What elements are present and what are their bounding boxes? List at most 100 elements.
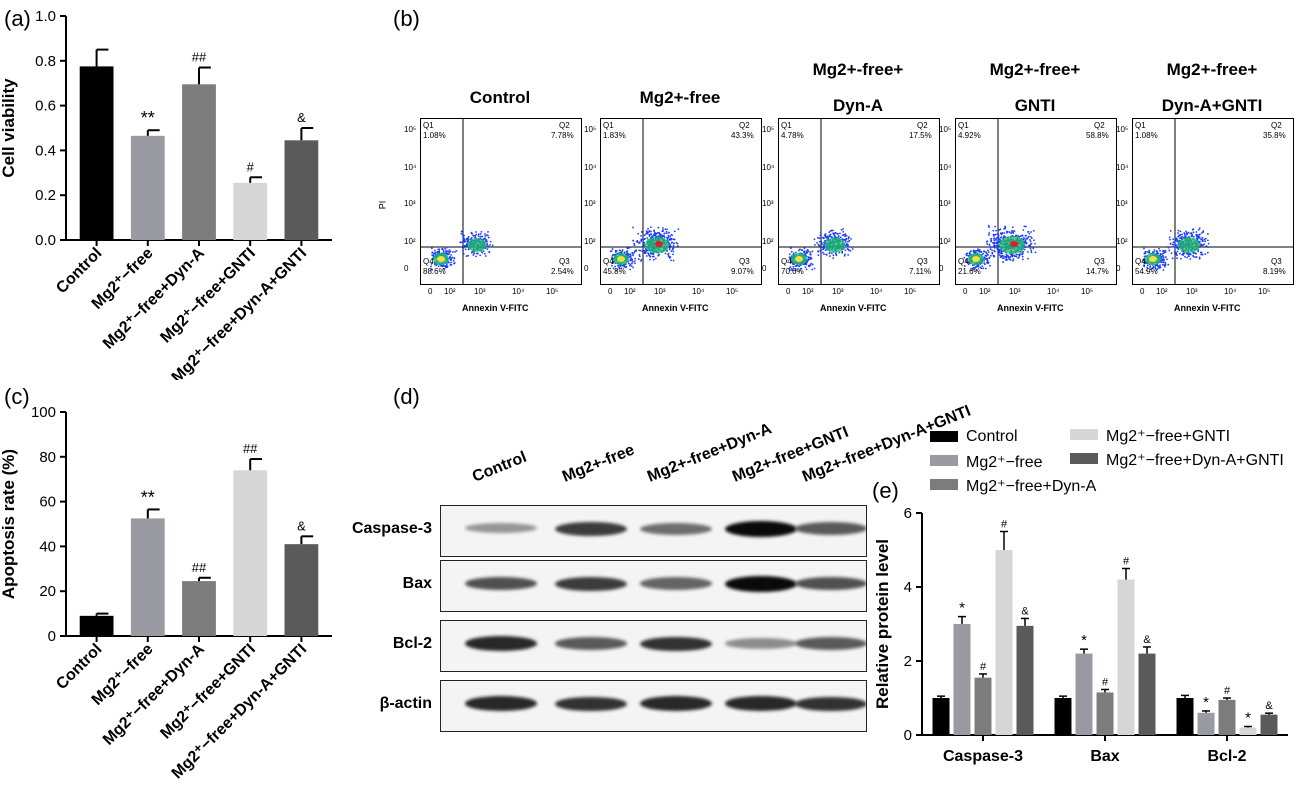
protein-label: Caspase-3 (351, 520, 432, 537)
significance-label: * (1245, 709, 1251, 726)
x-tick-label: Bax (1090, 748, 1119, 765)
protein-chart-legend: Control Mg2⁺−free Mg2⁺−free+Dyn-A Mg2⁺−free… (930, 420, 1300, 500)
legend-label: Mg2⁺−free+Dyn-A (966, 478, 1097, 495)
bar (1138, 653, 1156, 735)
flow-y-tick-label: 10⁵ (584, 125, 597, 134)
flow-x-tick-label: 10³ (832, 287, 844, 296)
flow-x-tick-label: 10² (624, 287, 636, 296)
flow-plot-title: GNTI (1014, 96, 1056, 115)
significance-label: # (247, 159, 255, 174)
quadrant-percent: 58.8% (1086, 131, 1109, 140)
flow-x-tick-label: 10³ (474, 287, 486, 296)
quadrant-name: Q3 (739, 257, 750, 266)
panel-label-e: (e) (872, 478, 899, 503)
bar (79, 615, 114, 636)
bar (182, 581, 216, 636)
y-tick-label: 60 (39, 494, 56, 511)
bar (130, 518, 165, 636)
protein-label: β-actin (379, 695, 432, 712)
protein-label: Bax (402, 575, 432, 592)
event-dots (609, 226, 680, 272)
quadrant-percent: 7.78% (551, 131, 574, 140)
flow-x-tick-label: 10⁵ (546, 287, 559, 296)
y-axis-label: Relative protein level (873, 539, 892, 709)
quadrant-percent: 14.7% (1086, 267, 1109, 276)
protein-band (795, 696, 866, 711)
protein-band (725, 696, 797, 712)
flow-plot-title: Mg2+-free+ (1166, 60, 1258, 79)
significance-label: # (1102, 676, 1109, 688)
flow-y-tick-label: 10³ (584, 199, 596, 208)
x-tick-label: Caspase-3 (943, 748, 1023, 765)
bar (974, 677, 992, 735)
flow-x-tick-label: 10² (1156, 287, 1168, 296)
protein-label: Bcl-2 (392, 635, 432, 652)
flow-x-axis-label: Annexin V-FITC (642, 303, 709, 313)
bar (1016, 625, 1034, 735)
protein-band (640, 636, 712, 651)
protein-band (640, 696, 712, 712)
flow-y-tick-label: 10² (762, 237, 774, 246)
flow-plot-title: Dyn-A+GNTI (1161, 96, 1263, 115)
legend-label: Control (966, 428, 1018, 445)
flow-y-tick-label: 0 (584, 264, 589, 273)
quadrant-percent: 1.08% (423, 131, 446, 140)
bar (284, 140, 319, 240)
flow-y-tick-label: 10³ (1116, 199, 1128, 208)
flow-x-tick-label: 10³ (1186, 287, 1198, 296)
significance-label: ## (192, 560, 207, 575)
western-blot-panel: Control Mg2+-free Mg2+-free+Dyn-A Mg2+-free… (330, 375, 973, 809)
quadrant-percent: 7.11% (909, 267, 932, 276)
protein-band (725, 576, 797, 592)
flow-y-tick-label: 10² (1116, 237, 1128, 246)
significance-label: # (980, 661, 987, 673)
quadrant-percent: 35.8% (1263, 131, 1286, 140)
flow-y-tick-label: 10³ (404, 199, 416, 208)
significance-label: & (1265, 700, 1273, 712)
legend-swatch (930, 431, 958, 442)
bar (1054, 698, 1072, 735)
flow-y-tick-label: 0 (762, 264, 767, 273)
quadrant-name: Q4 (958, 257, 969, 266)
x-tick-label: Control (53, 641, 105, 693)
y-axis-label: Apoptosis rate (%) (0, 449, 18, 599)
quadrant-name: Q4 (1135, 257, 1146, 266)
quadrant-percent: 4.78% (781, 131, 804, 140)
quadrant-name: Q2 (739, 121, 750, 130)
quadrant-percent: 9.07% (731, 267, 754, 276)
bar (233, 182, 268, 240)
protein-band (725, 637, 797, 649)
flow-plot: Q1 1.08% Q2 35.8% Q3 8.19% Q4 54.9% (1132, 118, 1294, 285)
quadrant-name: Q1 (423, 121, 434, 130)
flow-y-tick-label: 10³ (762, 199, 774, 208)
flow-y-tick-label: 10⁵ (939, 125, 952, 134)
flow-y-tick-label: 10² (584, 237, 596, 246)
significance-label: # (1123, 556, 1130, 568)
flow-y-tick-label: 10² (939, 237, 951, 246)
flow-x-tick-label: 10⁴ (1047, 287, 1060, 296)
flow-scatter (779, 119, 939, 284)
flow-y-tick-label: 10⁵ (762, 125, 775, 134)
flow-plot: Q1 1.08% Q2 7.78% Q3 2.54% Q4 88.6% (420, 118, 582, 285)
flow-cytometry-panel: PI Control Q1 1.08% Q2 7.78% Q3 2.54% Q4 88.6% 0 10… (370, 40, 1300, 340)
bar (1176, 698, 1194, 735)
quadrant-name: Q1 (1135, 121, 1146, 130)
flow-x-tick-label: 10³ (654, 287, 666, 296)
protein-band (640, 522, 712, 535)
flow-plot-title: Mg2+-free+ (812, 60, 904, 79)
flow-plot-title: Control (469, 88, 531, 107)
flow-x-tick-label: 10³ (1009, 287, 1021, 296)
flow-plot-title: Mg2+-free+ (989, 60, 1081, 79)
flow-x-tick-label: 10⁴ (512, 287, 525, 296)
legend-label: Mg2⁺−free+GNTI (1106, 428, 1231, 445)
flow-x-axis-label: Annexin V-FITC (820, 303, 887, 313)
y-tick-label: 20 (39, 583, 56, 600)
significance-label: & (1143, 634, 1151, 646)
flow-y-tick-label: 0 (404, 264, 409, 273)
quadrant-name: Q1 (781, 121, 792, 130)
legend-swatch (930, 455, 958, 466)
flow-plot-title: Dyn-A (832, 96, 884, 115)
x-tick-label: Mg2⁺−free+GNTI (157, 641, 259, 743)
panel-label-d: (d) (393, 384, 420, 409)
cell-viability-chart: 0.0 0.2 0.4 0.6 0.8 1.0 Cell viability Control *… (0, 8, 332, 380)
